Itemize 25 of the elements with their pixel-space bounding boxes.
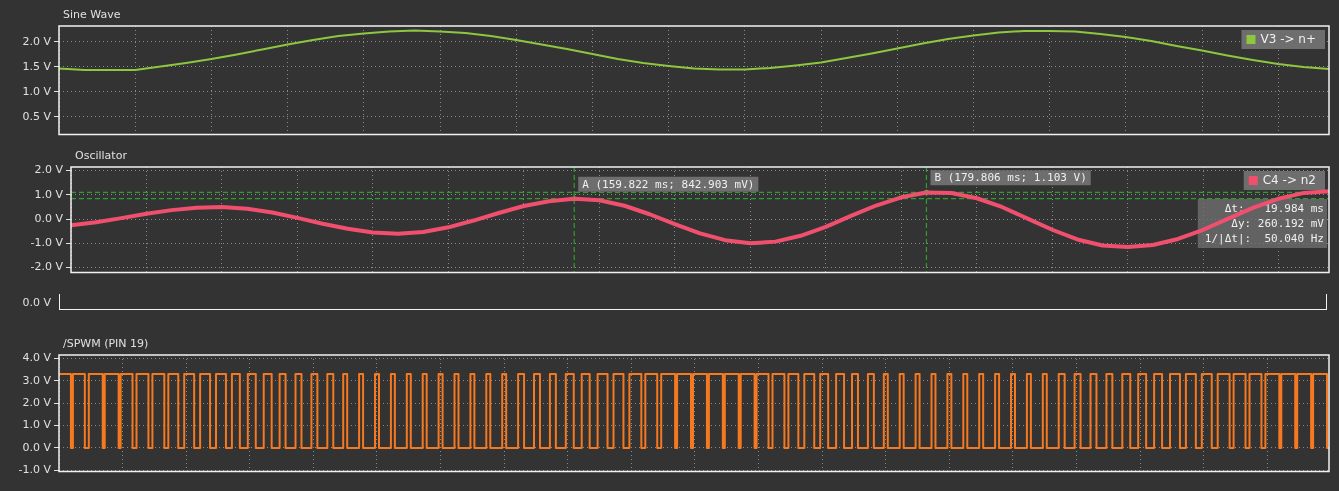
chart-title: /SPWM (PIN 19) <box>63 337 149 350</box>
y-tick-label: 1.0 V <box>34 187 64 201</box>
annotation: Δy: 260.192 mV <box>1231 216 1325 230</box>
y-tick-label: 0.0 V <box>22 440 52 454</box>
annotation: A (159.822 ms; 842.903 mV) <box>582 177 755 191</box>
y-tick-label: 2.0 V <box>22 395 52 409</box>
chart-title: Oscillator <box>75 149 128 162</box>
y-tick-label: 1.0 V <box>22 418 52 432</box>
y-tick-label: -1.0 V <box>30 236 64 250</box>
annotation: B (179.806 ms; 1.103 V) <box>934 171 1087 185</box>
y-tick-label: 2.0 V <box>34 163 64 177</box>
y-tick-label: -2.0 V <box>30 260 64 274</box>
y-tick-label: -1.0 V <box>18 463 52 477</box>
legend-label: V3 -> n+ <box>1260 32 1317 47</box>
annotation: 1/|Δt|: 50.040 Hz <box>1204 231 1324 245</box>
y-tick-label: 0.5 V <box>22 109 52 123</box>
y-tick-label: 2.0 V <box>22 34 52 48</box>
y-tick-label: 1.0 V <box>22 84 52 98</box>
chart-title: Sine Wave <box>63 8 121 21</box>
y-tick-label: 0.0 V <box>34 211 64 225</box>
y-tick-label: 4.0 V <box>22 351 52 365</box>
y-tick-label: 3.0 V <box>22 373 52 387</box>
annotation: Δt: 19.984 ms <box>1224 201 1324 215</box>
legend-label: C4 -> n2 <box>1262 173 1317 188</box>
y-tick-label: 1.5 V <box>22 59 52 73</box>
